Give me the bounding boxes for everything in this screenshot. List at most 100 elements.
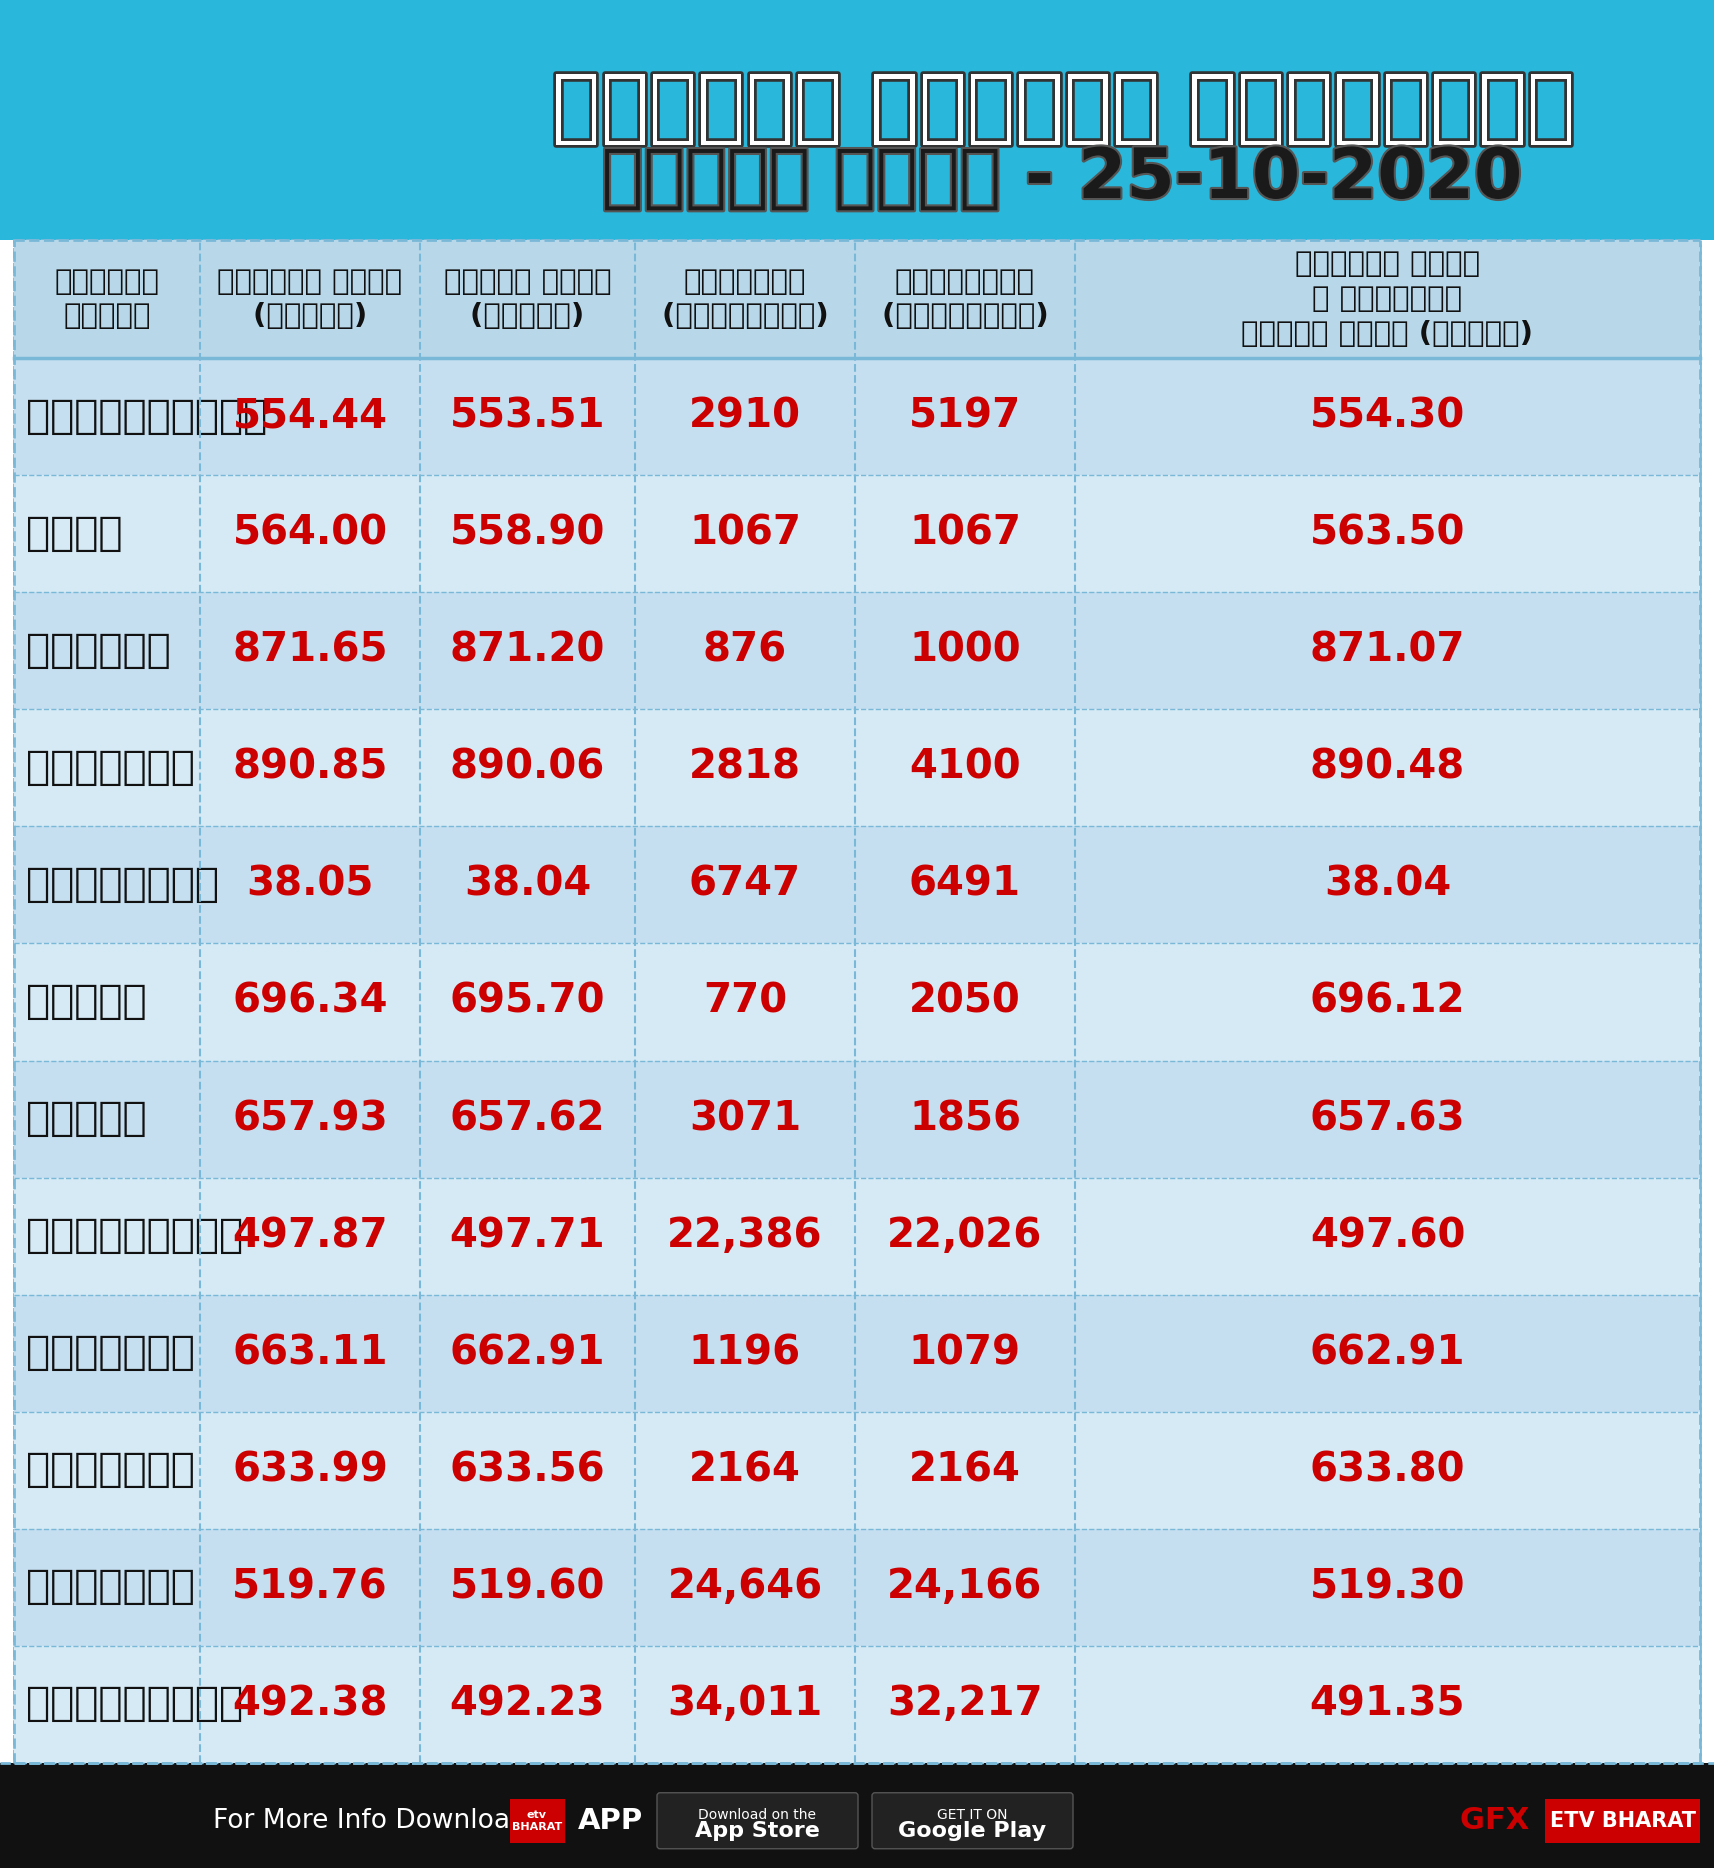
Text: 871.07: 871.07 (1309, 631, 1465, 671)
Text: 34,011: 34,011 (667, 1685, 823, 1724)
Text: 497.71: 497.71 (449, 1216, 605, 1255)
Bar (14, 1528, 1700, 1646)
Bar (14, 592, 1700, 710)
Text: 5197: 5197 (908, 396, 1022, 437)
Bar (14, 474, 1700, 592)
Text: 876: 876 (703, 631, 787, 671)
Text: 3071: 3071 (689, 1098, 800, 1139)
Text: 1000: 1000 (908, 631, 1022, 671)
Text: 519.60: 519.60 (449, 1567, 605, 1606)
Bar (511, 1799, 566, 1842)
Text: GFX: GFX (1460, 1806, 1539, 1834)
Text: ಹಿಂದಿನ ವರ್ಷ
ಈ ದಿನದಂದು
ನೀರಿನ ಮಟ್ಟ (ಮೀಟರ್‌): ಹಿಂದಿನ ವರ್ಷ ಈ ದಿನದಂದು ನೀರಿನ ಮಟ್ಟ (ಮೀಟರ್‌… (1241, 250, 1534, 347)
Text: ಗರಿಷ್ಟ ಮಟ್ಟ
(ಮೀಟರ್‌): ಗರಿಷ್ಟ ಮಟ್ಟ (ಮೀಟರ್‌) (218, 267, 403, 331)
Text: Download on the: Download on the (698, 1808, 816, 1821)
Text: 32,217: 32,217 (888, 1685, 1042, 1724)
Text: 492.38: 492.38 (233, 1685, 387, 1724)
Text: 1067: 1067 (908, 514, 1022, 553)
Text: ಮಲಪ್ರಭಾ: ಮಲಪ್ರಭಾ (26, 1450, 195, 1491)
Text: 554.30: 554.30 (1309, 396, 1465, 437)
Text: ಭದ್ರಾ: ಭದ್ರಾ (26, 1098, 147, 1139)
Bar (0, 1763, 1714, 1868)
Text: 22,026: 22,026 (888, 1216, 1042, 1255)
Text: ಹಾರಂಗಿ: ಹಾರಂಗಿ (26, 631, 171, 671)
Text: 38.05: 38.05 (247, 865, 374, 904)
Text: For More Info Download: For More Info Download (213, 1808, 526, 1834)
Text: 662.91: 662.91 (449, 1334, 605, 1373)
Text: 2164: 2164 (908, 1450, 1022, 1491)
Text: ಹೋರಹರಿವು
(ಕ್ಯೂಸೆಕ್‌): ಹೋರಹರಿವು (ಕ್ಯೂಸೆಕ್‌) (881, 267, 1049, 331)
Text: 519.30: 519.30 (1309, 1567, 1465, 1606)
Text: 2164: 2164 (689, 1450, 800, 1491)
Text: 38.04: 38.04 (464, 865, 591, 904)
Text: 497.60: 497.60 (1309, 1216, 1465, 1255)
Text: 890.85: 890.85 (233, 747, 387, 788)
Text: 871.65: 871.65 (233, 631, 387, 671)
Text: 890.06: 890.06 (449, 747, 605, 788)
Text: 2910: 2910 (689, 396, 800, 437)
Text: 1196: 1196 (689, 1334, 800, 1373)
Bar (14, 1177, 1700, 1295)
Text: 663.11: 663.11 (233, 1334, 387, 1373)
Text: ETV BHARAT: ETV BHARAT (1549, 1810, 1695, 1831)
Text: 4100: 4100 (908, 747, 1022, 788)
Text: 657.62: 657.62 (449, 1098, 605, 1139)
Bar (14, 359, 1700, 474)
Text: 657.63: 657.63 (1309, 1098, 1465, 1139)
FancyBboxPatch shape (656, 1793, 859, 1849)
Text: ಕಬಿನಿ: ಕಬಿನಿ (26, 983, 147, 1022)
Text: 492.23: 492.23 (449, 1685, 605, 1724)
Text: 662.91: 662.91 (1309, 1334, 1465, 1373)
Text: 1856: 1856 (908, 1098, 1022, 1139)
Bar (14, 1412, 1700, 1528)
Bar (14, 239, 1700, 1763)
Text: ಜಲಾಶಯದ
ಹೆಸರು: ಜಲಾಶಯದ ಹೆಸರು (55, 267, 159, 331)
Bar (14, 1061, 1700, 1177)
Text: ನೀರಿನ ಮಟ್ಟ - 25-10-2020: ನೀರಿನ ಮಟ್ಟ - 25-10-2020 (602, 146, 1524, 211)
Text: 1067: 1067 (689, 514, 800, 553)
Text: ಕೆಆರ್ಎಸ್: ಕೆಆರ್ಎಸ್ (26, 865, 219, 904)
Text: 871.20: 871.20 (449, 631, 605, 671)
Text: APP: APP (578, 1806, 643, 1834)
Bar (14, 710, 1700, 826)
Text: 6747: 6747 (689, 865, 800, 904)
Text: ಘಟಪ್ರಭಾ: ಘಟಪ್ರಭಾ (26, 1334, 195, 1373)
Text: 2050: 2050 (908, 983, 1022, 1022)
FancyBboxPatch shape (872, 1793, 1073, 1849)
Text: GET IT ON: GET IT ON (938, 1808, 1008, 1821)
Bar (14, 943, 1700, 1061)
Text: 6491: 6491 (908, 865, 1022, 904)
Text: 519.76: 519.76 (231, 1567, 387, 1606)
Bar (14, 1646, 1700, 1763)
Bar (14, 1295, 1700, 1412)
Text: ಲಿಂಗನಮಕ್ಕಿ: ಲಿಂಗನಮಕ್ಕಿ (26, 396, 267, 437)
Text: 696.12: 696.12 (1309, 983, 1465, 1022)
Text: 2818: 2818 (689, 747, 800, 788)
Text: 633.80: 633.80 (1309, 1450, 1465, 1491)
Text: 695.70: 695.70 (449, 983, 605, 1022)
Text: etv
BHARAT: etv BHARAT (512, 1810, 562, 1831)
Text: 491.35: 491.35 (1309, 1685, 1465, 1724)
Text: 770: 770 (703, 983, 787, 1022)
Text: ರಾಜ್ಯದ ಪ್ರಮುಖ ಜಲಾಶಯಗಳು: ರಾಜ್ಯದ ಪ್ರಮುಖ ಜಲಾಶಯಗಳು (552, 69, 1573, 148)
Text: 633.56: 633.56 (449, 1450, 605, 1491)
Bar (14, 239, 1700, 359)
Text: 24,166: 24,166 (888, 1567, 1042, 1606)
Text: 554.44: 554.44 (233, 396, 387, 437)
Text: ಇಂದಿನ ಮಟ್ಟ
(ಮೀಟರ್‌): ಇಂದಿನ ಮಟ್ಟ (ಮೀಟರ್‌) (444, 267, 612, 331)
Text: 558.90: 558.90 (449, 514, 605, 553)
Text: ಒಳಹರಿವು
(ಕ್ಯೂಸೆಕ್‌): ಒಳಹರಿವು (ಕ್ಯೂಸೆಕ್‌) (662, 267, 828, 331)
Text: 22,386: 22,386 (667, 1216, 823, 1255)
Text: 696.34: 696.34 (233, 983, 387, 1022)
Text: ನಾರಾಯಣಪುರ: ನಾರಾಯಣಪುರ (26, 1685, 243, 1724)
Bar (14, 826, 1700, 943)
Text: ಆಲಮಟ್ಟಿ: ಆಲಮಟ್ಟಿ (26, 1567, 195, 1606)
Text: 890.48: 890.48 (1309, 747, 1465, 788)
Text: ಸುಪಾ: ಸುಪಾ (26, 514, 122, 553)
Text: 633.99: 633.99 (231, 1450, 387, 1491)
Text: 24,646: 24,646 (667, 1567, 823, 1606)
Text: 553.51: 553.51 (449, 396, 605, 437)
Text: 563.50: 563.50 (1309, 514, 1465, 553)
Text: ಹೇಮಾವತಿ: ಹೇಮಾವತಿ (26, 747, 195, 788)
Text: 657.93: 657.93 (231, 1098, 387, 1139)
